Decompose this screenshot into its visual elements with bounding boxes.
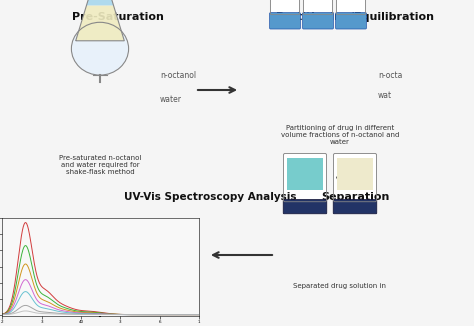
- Bar: [337, 158, 373, 190]
- FancyBboxPatch shape: [302, 13, 333, 29]
- FancyBboxPatch shape: [270, 13, 301, 29]
- FancyBboxPatch shape: [283, 154, 327, 202]
- Text: wat: wat: [378, 91, 392, 99]
- Text: n-octanol: n-octanol: [160, 70, 196, 80]
- FancyBboxPatch shape: [334, 154, 376, 202]
- Bar: [287, 158, 323, 190]
- Text: UV-Vis Spectroscopy Analysis: UV-Vis Spectroscopy Analysis: [124, 192, 296, 202]
- FancyBboxPatch shape: [336, 13, 366, 29]
- Text: water: water: [295, 203, 315, 209]
- FancyBboxPatch shape: [270, 0, 300, 15]
- Text: Partitioning/Equilibration: Partitioning/Equilibration: [276, 12, 434, 22]
- Text: n-octa: n-octa: [378, 70, 402, 80]
- Text: Pre-saturated n-octanol
and water required for
shake-flask method: Pre-saturated n-octanol and water requir…: [59, 155, 141, 175]
- FancyBboxPatch shape: [283, 200, 327, 214]
- Text: Separation: Separation: [321, 192, 389, 202]
- Text: water: water: [160, 96, 182, 105]
- Text: Separated drug solution in: Separated drug solution in: [293, 283, 386, 289]
- FancyBboxPatch shape: [303, 0, 333, 15]
- Polygon shape: [76, 6, 124, 41]
- FancyBboxPatch shape: [333, 200, 377, 214]
- Text: Pre-Saturation: Pre-Saturation: [72, 12, 164, 22]
- Ellipse shape: [72, 22, 128, 75]
- FancyBboxPatch shape: [337, 0, 365, 15]
- Text: Partitioning of drug in different
volume fractions of n-octanol and
water: Partitioning of drug in different volume…: [281, 125, 399, 145]
- Polygon shape: [86, 0, 114, 6]
- Text: n-octanol: n-octanol: [338, 203, 372, 209]
